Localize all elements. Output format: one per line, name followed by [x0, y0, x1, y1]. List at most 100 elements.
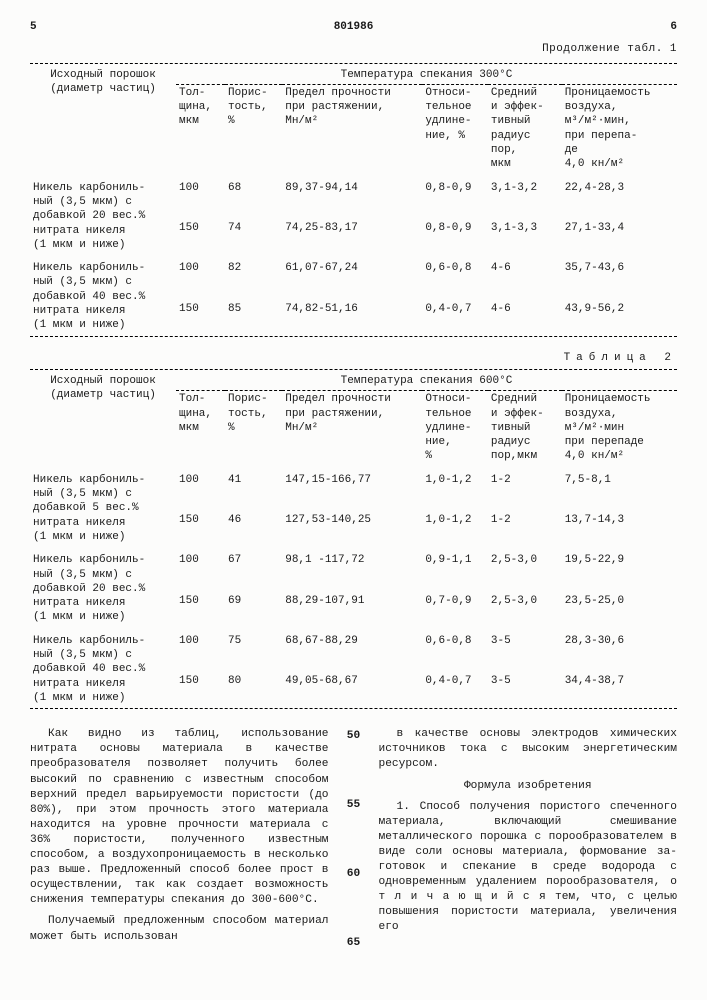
t1-cell: 85 — [225, 301, 282, 334]
t2-cell: 3-5 — [488, 626, 562, 673]
t2-row-label: Никель карбониль- ный (3,5 мкм) с добавк… — [30, 626, 176, 706]
rule — [30, 708, 677, 709]
t1-col1: Тол- щина, мкм — [176, 84, 225, 172]
t1-cell: 35,7-43,6 — [562, 253, 677, 300]
t2-cell: 3-5 — [488, 673, 562, 706]
paragraph-1: Как видно из таблиц, использо­вание нитр… — [30, 727, 329, 908]
t1-cell: 0,4-0,7 — [422, 301, 488, 334]
t2-cell: 46 — [225, 512, 282, 545]
t1-cell: 100 — [176, 173, 225, 220]
t1-cell: 74,82-51,16 — [282, 301, 422, 334]
t2-cell: 2,5-3,0 — [488, 545, 562, 592]
t1-col3: Предел прочности при растяжении, Мн/м² — [282, 84, 422, 172]
continuation-label: Продолжение табл. 1 — [30, 42, 677, 56]
t2-col6: Проницаемость воздуха, м³/м²·мин при пер… — [562, 391, 677, 465]
t1-col4: Относи- тельное удлине- ние, % — [422, 84, 488, 172]
t2-cell: 100 — [176, 545, 225, 592]
t2-cell: 0,4-0,7 — [422, 673, 488, 706]
page-num-right: 6 — [670, 20, 677, 34]
t1-col5: Средний и эффек- тивный радиус пор, мкм — [488, 84, 562, 172]
t1-col2: Порис- тость, % — [225, 84, 282, 172]
t2-cell: 23,5-25,0 — [562, 593, 677, 626]
rule — [30, 63, 677, 64]
paragraph-4: 1. Способ получения пористого спеченного… — [379, 800, 678, 936]
t2-cell: 34,4-38,7 — [562, 673, 677, 706]
t2-cell: 1-2 — [488, 512, 562, 545]
t1-cell: 150 — [176, 301, 225, 334]
t2-cell: 1,0-1,2 — [422, 512, 488, 545]
t2-cell: 68,67-88,29 — [282, 626, 422, 673]
t2-cell: 7,5-8,1 — [562, 465, 677, 512]
t1-cell: 100 — [176, 253, 225, 300]
t2-cell: 0,9-1,1 — [422, 545, 488, 592]
right-column: в качестве основы электродов хими­ческих… — [379, 727, 678, 951]
t2-col5: Средний и эффек- тивный радиус пор,мкм — [488, 391, 562, 465]
t2-cell: 150 — [176, 512, 225, 545]
t2-row: Никель карбониль- ный (3,5 мкм) с добавк… — [30, 545, 677, 592]
t2-superhead-left: Исходный порошок (диаметр частиц) — [30, 372, 176, 465]
t2-cell: 19,5-22,9 — [562, 545, 677, 592]
t2-cell: 41 — [225, 465, 282, 512]
t2-cell: 127,53-140,25 — [282, 512, 422, 545]
t1-cell: 150 — [176, 220, 225, 253]
t1-row-label: Никель карбониль- ный (3,5 мкм) с добавк… — [30, 253, 176, 333]
t1-cell: 4-6 — [488, 253, 562, 300]
t2-cell: 150 — [176, 673, 225, 706]
t2-row-label: Никель карбониль- ный (3,5 мкм) с добавк… — [30, 465, 176, 545]
t2-cell: 2,5-3,0 — [488, 593, 562, 626]
t1-col6: Проницаемость воздуха, м³/м²·мин, при пе… — [562, 84, 677, 172]
t2-cell: 49,05-68,67 — [282, 673, 422, 706]
t2-cell: 98,1 -117,72 — [282, 545, 422, 592]
t1-superhead-right: Температура спекания 300°С — [176, 66, 677, 85]
t1-cell: 27,1-33,4 — [562, 220, 677, 253]
t2-cell: 80 — [225, 673, 282, 706]
t1-cell: 74 — [225, 220, 282, 253]
t2-row: Никель карбониль- ный (3,5 мкм) с добавк… — [30, 465, 677, 512]
paragraph-3: в качестве основы электродов хими­ческих… — [379, 727, 678, 772]
t1-cell: 3,1-3,2 — [488, 173, 562, 220]
t1-cell: 74,25-83,17 — [282, 220, 422, 253]
t2-cell: 100 — [176, 465, 225, 512]
t2-superhead-right: Температура спекания 600°С — [176, 372, 677, 391]
t1-row: Никель карбониль- ный (3,5 мкм) с добавк… — [30, 253, 677, 300]
t2-cell: 1,0-1,2 — [422, 465, 488, 512]
t2-cell: 1-2 — [488, 465, 562, 512]
ln-65: 65 — [345, 936, 363, 951]
doc-number: 801986 — [334, 20, 374, 34]
t2-cell: 67 — [225, 545, 282, 592]
t1-cell: 68 — [225, 173, 282, 220]
line-numbers: 50 55 60 65 — [345, 727, 363, 951]
t2-cell: 150 — [176, 593, 225, 626]
t1-cell: 0,8-0,9 — [422, 173, 488, 220]
table-2: Исходный порошок (диаметр частиц) Темпер… — [30, 372, 677, 706]
t2-col3: Предел прочности при растяжении, Мн/м² — [282, 391, 422, 465]
t2-cell: 88,29-107,91 — [282, 593, 422, 626]
t1-cell: 22,4-28,3 — [562, 173, 677, 220]
paragraph-2: Получаемый предложенным способом материа… — [30, 914, 329, 944]
t1-cell: 61,07-67,24 — [282, 253, 422, 300]
t1-cell: 89,37-94,14 — [282, 173, 422, 220]
table-1: Исходный порошок (диаметр частиц) Темпер… — [30, 66, 677, 334]
rule — [30, 369, 677, 370]
t2-cell: 0,7-0,9 — [422, 593, 488, 626]
t2-cell: 147,15-166,77 — [282, 465, 422, 512]
t2-col2: Порис- тость, % — [225, 391, 282, 465]
t2-cell: 28,3-30,6 — [562, 626, 677, 673]
t1-row: Никель карбониль- ный (3,5 мкм) с добавк… — [30, 173, 677, 220]
t1-row-label: Никель карбониль- ный (3,5 мкм) с добавк… — [30, 173, 176, 253]
t2-cell: 13,7-14,3 — [562, 512, 677, 545]
t1-cell: 43,9-56,2 — [562, 301, 677, 334]
table-2-label: Таблица 2 — [30, 351, 677, 365]
page-header: 5 801986 6 — [30, 20, 677, 34]
t1-cell: 82 — [225, 253, 282, 300]
t2-cell: 100 — [176, 626, 225, 673]
ln-50: 50 — [345, 729, 363, 744]
left-column: Как видно из таблиц, использо­вание нитр… — [30, 727, 329, 951]
t1-cell: 0,8-0,9 — [422, 220, 488, 253]
body-text: Как видно из таблиц, использо­вание нитр… — [30, 727, 677, 951]
page-num-left: 5 — [30, 20, 37, 34]
t1-cell: 4-6 — [488, 301, 562, 334]
t2-row-label: Никель карбониль- ный (3,5 мкм) с добавк… — [30, 545, 176, 625]
t1-superhead-left: Исходный порошок (диаметр частиц) — [30, 66, 176, 173]
ln-55: 55 — [345, 798, 363, 813]
